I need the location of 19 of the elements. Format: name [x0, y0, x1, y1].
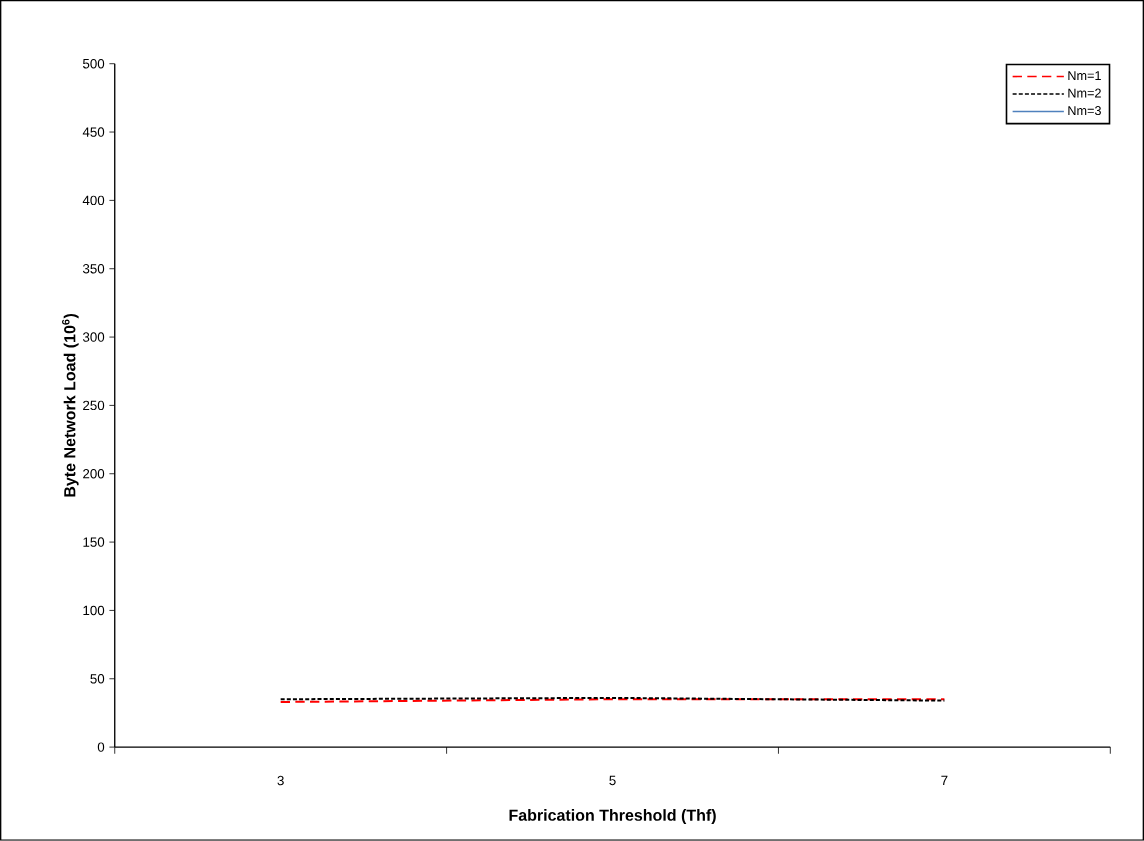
- legend-label: Nm=3: [1068, 106, 1101, 116]
- y-tick-label: 450: [82, 127, 105, 137]
- y-tick-label: 0: [97, 742, 105, 752]
- y-tick-label: 400: [82, 195, 105, 206]
- x-tick-label: 5: [609, 775, 616, 786]
- y-tick-label: 200: [83, 469, 105, 479]
- x-tick-label: 7: [941, 775, 948, 786]
- y-tick-label: 500: [82, 59, 105, 69]
- y-tick-label: 100: [83, 605, 105, 616]
- y-tick-label: 300: [82, 332, 105, 342]
- y-tick-label: 350: [82, 264, 105, 274]
- y-axis-title: Byte Network Load (10$^{6}$): [62, 314, 79, 497]
- legend-label: Nm=1: [1068, 71, 1101, 80]
- y-tick-label: 50: [90, 674, 105, 684]
- legend-label: Nm=2: [1068, 88, 1101, 98]
- x-axis-title: Fabrication Threshold (Thf): [509, 809, 716, 825]
- x-tick-label: 3: [277, 775, 284, 786]
- y-tick-label: 150: [83, 537, 105, 547]
- y-tick-label: 250: [83, 400, 105, 411]
